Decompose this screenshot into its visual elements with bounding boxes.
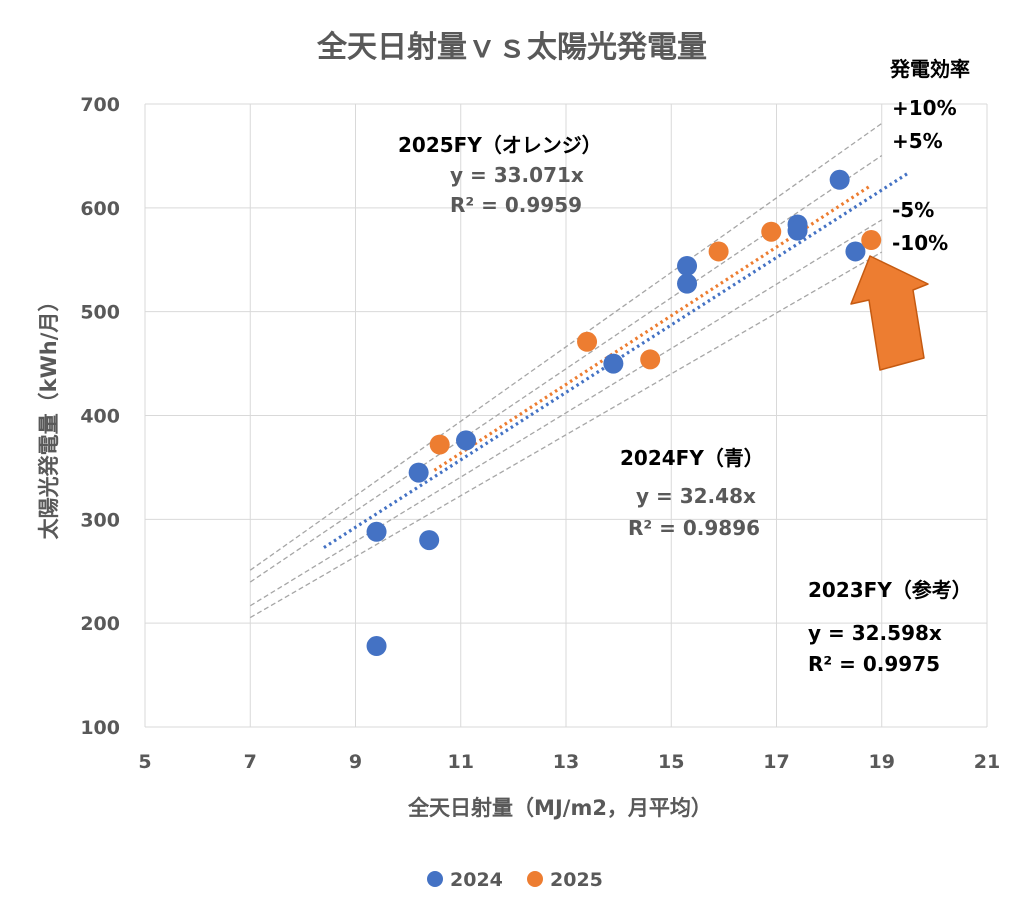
point-2025 <box>640 349 661 370</box>
point-2025 <box>708 241 729 262</box>
point-2024 <box>787 220 808 241</box>
point-2025 <box>577 331 598 352</box>
trendlines <box>323 171 909 549</box>
point-2024 <box>366 636 387 657</box>
x-tick-label: 9 <box>349 751 362 773</box>
point-2025 <box>429 434 450 455</box>
chart-title: 全天日射量ｖｓ太陽光発電量 <box>316 30 707 65</box>
fy2025-title: 2025FY（オレンジ） <box>398 133 602 157</box>
efficiency-reference-line <box>249 122 883 571</box>
y-axis-label: 太陽光発電量（kWh/月） <box>37 291 61 540</box>
y-tick-label: 200 <box>80 613 120 635</box>
y-tick-label: 400 <box>80 406 120 428</box>
efficiency-label-minus10: -10% <box>892 231 948 255</box>
fy2025-r2: R² = 0.9959 <box>450 193 582 217</box>
fy2023-r2: R² = 0.9975 <box>808 652 940 676</box>
point-2024 <box>603 353 624 374</box>
fy2024-equation: y = 32.48x <box>636 484 756 508</box>
grid <box>144 103 988 728</box>
fy2025-equation: y = 33.071x <box>450 163 584 187</box>
point-2024 <box>366 521 387 542</box>
point-2024 <box>408 462 429 483</box>
efficiency-reference-line <box>249 219 883 607</box>
legend-marker-2025 <box>527 871 543 887</box>
efficiency-reference-line <box>249 251 883 619</box>
x-tick-label: 7 <box>244 751 257 773</box>
fy2024-title: 2024FY（青） <box>620 446 764 470</box>
y-tick-label: 300 <box>80 509 120 531</box>
y-tick-label: 700 <box>80 94 120 116</box>
x-tick-label: 21 <box>974 751 1000 773</box>
x-tick-label: 17 <box>763 751 789 773</box>
legend-label-2024: 2024 <box>450 869 503 891</box>
x-tick-label: 19 <box>869 751 895 773</box>
efficiency-label-minus5: -5% <box>892 198 934 222</box>
point-2024 <box>419 530 440 551</box>
efficiency-label-plus5: +5% <box>892 129 943 153</box>
point-2024 <box>677 273 698 294</box>
x-tick-label: 15 <box>658 751 684 773</box>
x-tick-label: 5 <box>138 751 151 773</box>
legend-label-2025: 2025 <box>550 869 603 891</box>
highlight-arrow <box>850 255 929 371</box>
trendline-2024 <box>323 171 909 549</box>
point-2024 <box>845 241 866 262</box>
fy2023-equation: y = 32.598x <box>808 621 942 645</box>
x-tick-label: 13 <box>553 751 579 773</box>
efficiency-header: 発電効率 <box>889 57 970 81</box>
legend: 2024 2025 <box>427 869 603 891</box>
point-2025 <box>761 221 782 242</box>
y-tick-label: 500 <box>80 302 120 324</box>
point-2024 <box>456 430 477 451</box>
y-tick-label: 600 <box>80 198 120 220</box>
point-2024 <box>829 169 850 190</box>
point-2025 <box>861 230 882 251</box>
fy2024-r2: R² = 0.9896 <box>628 516 760 540</box>
legend-marker-2024 <box>427 871 443 887</box>
point-2024 <box>677 255 698 276</box>
y-axis-ticks: 100 200 300 400 500 600 700 <box>80 94 120 739</box>
x-tick-label: 11 <box>448 751 474 773</box>
x-axis-ticks: 5 7 9 11 13 15 17 19 21 <box>138 751 1000 773</box>
data-points <box>366 169 882 657</box>
x-axis-label: 全天日射量（MJ/m2，月平均） <box>407 796 712 820</box>
y-tick-label: 100 <box>80 717 120 739</box>
fy2023-title: 2023FY（参考） <box>808 578 972 602</box>
efficiency-label-plus10: +10% <box>892 96 957 120</box>
